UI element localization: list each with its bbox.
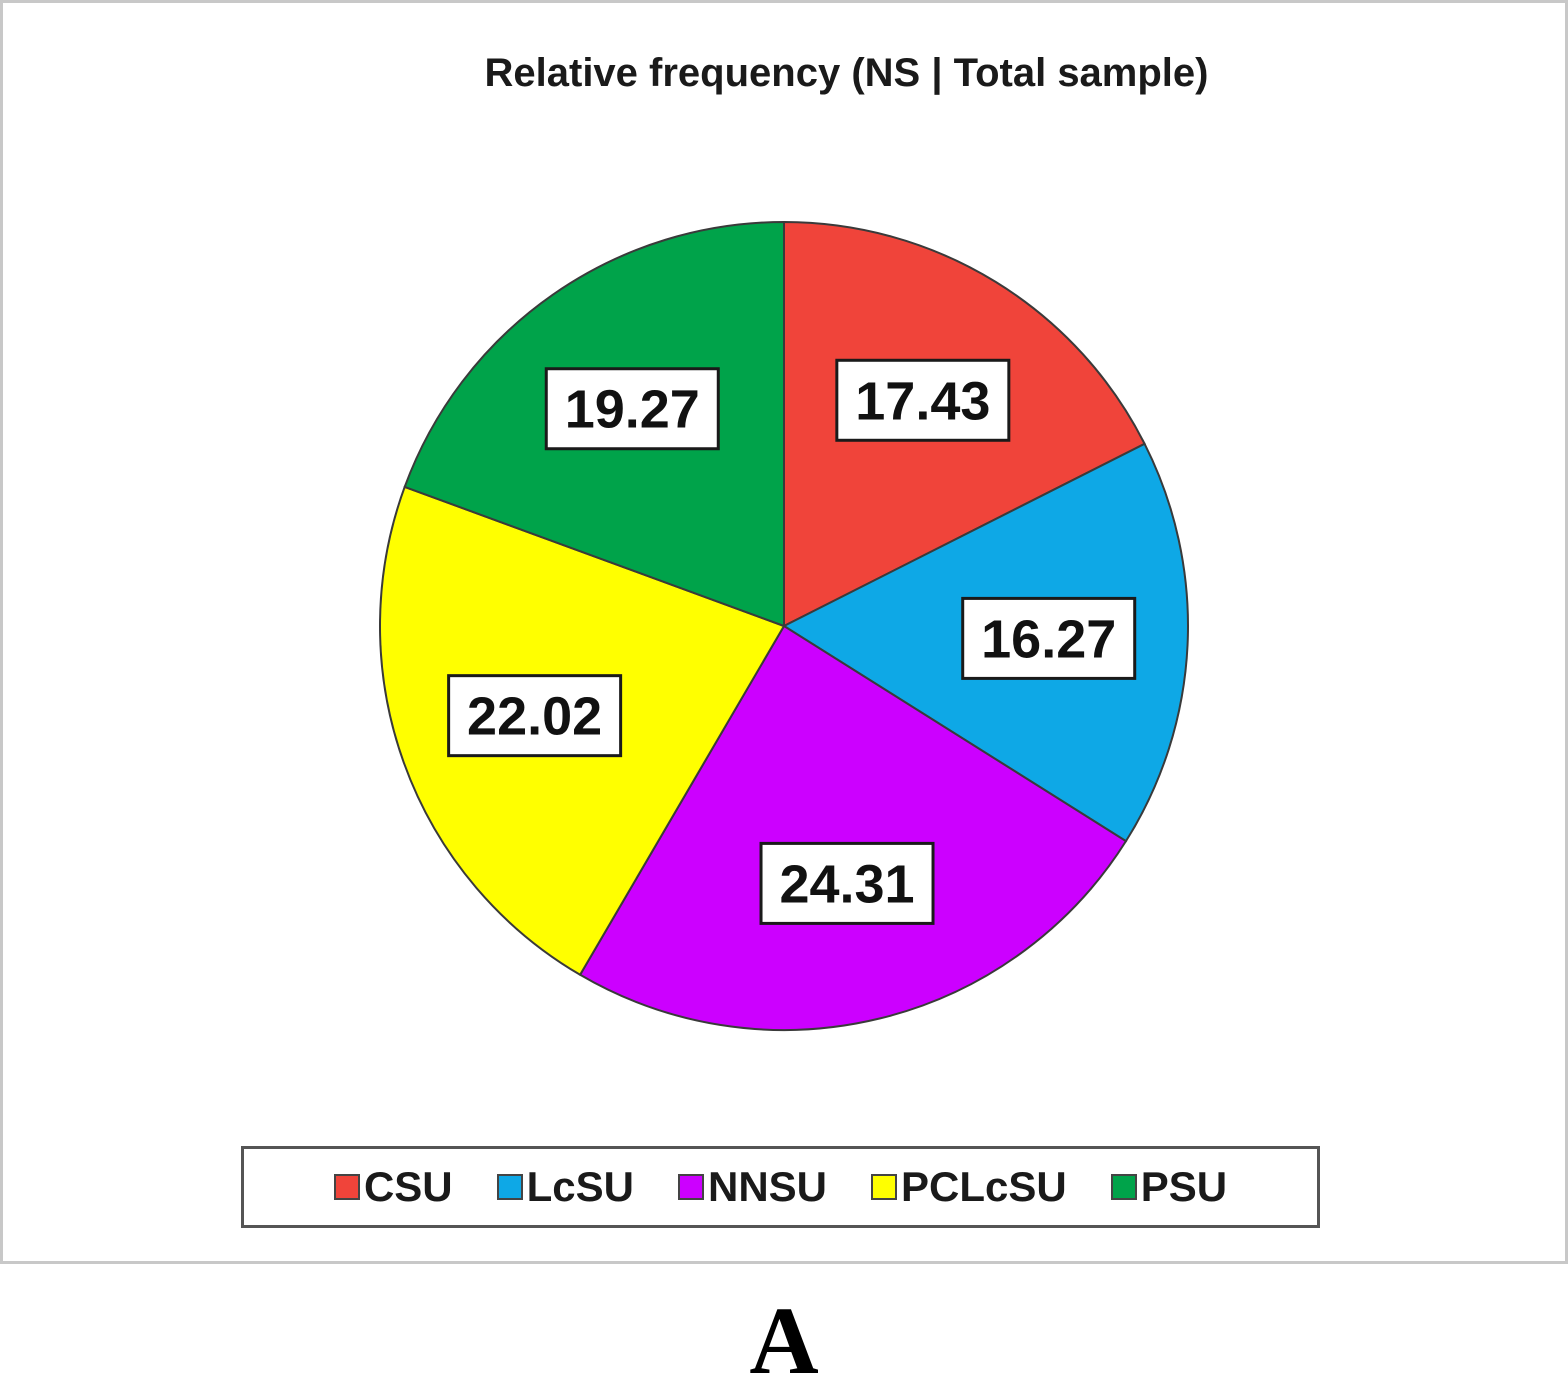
data-label-nnsu: 24.31 <box>759 841 935 925</box>
legend-label-nnsu: NNSU <box>707 1163 827 1210</box>
legend-label-pclcsu: PCLcSU <box>901 1163 1067 1210</box>
legend-item-lcsu: LcSU <box>496 1163 634 1211</box>
legend-item-psu: PSU <box>1110 1163 1228 1211</box>
data-label-box-psu <box>544 367 720 451</box>
legend-item-pclcsu: PCLcSU <box>871 1163 1067 1211</box>
data-label-box-nnsu <box>759 841 935 925</box>
legend-swatch-lcsu <box>496 1174 523 1200</box>
data-label-text-nnsu: 24.31 <box>779 854 914 914</box>
legend-label-csu: CSU <box>363 1163 453 1210</box>
data-label-box-csu <box>835 358 1011 442</box>
legend-swatch-csu <box>333 1174 360 1200</box>
data-label-text-pclcsu: 22.02 <box>467 687 602 747</box>
data-label-psu: 19.27 <box>544 367 720 451</box>
legend: CSU LcSU NNSU PCLcSU PSU <box>241 1146 1320 1228</box>
pie-slice-nnsu <box>578 624 1128 1032</box>
data-label-box-pclcsu <box>447 674 623 758</box>
legend-item-nnsu: NNSU <box>677 1163 827 1211</box>
data-label-lcsu: 16.27 <box>961 596 1137 680</box>
chart-title: Relative frequency (NS | Total sample) <box>484 51 1209 95</box>
data-label-box-lcsu <box>961 596 1137 680</box>
data-label-text-csu: 17.43 <box>855 371 990 431</box>
legend-swatch-nnsu <box>677 1174 704 1200</box>
data-label-csu: 17.43 <box>835 358 1011 442</box>
panel-label: A <box>749 1287 819 1394</box>
data-label-pclcsu: 22.02 <box>447 674 623 758</box>
legend-label-lcsu: LcSU <box>526 1163 634 1210</box>
legend-swatch-psu <box>1110 1174 1137 1200</box>
data-label-text-lcsu: 16.27 <box>981 609 1116 669</box>
data-label-text-psu: 19.27 <box>565 380 700 440</box>
legend-swatch-pclcsu <box>871 1174 897 1200</box>
legend-label-psu: PSU <box>1140 1163 1228 1210</box>
legend-item-csu: CSU <box>333 1163 453 1211</box>
